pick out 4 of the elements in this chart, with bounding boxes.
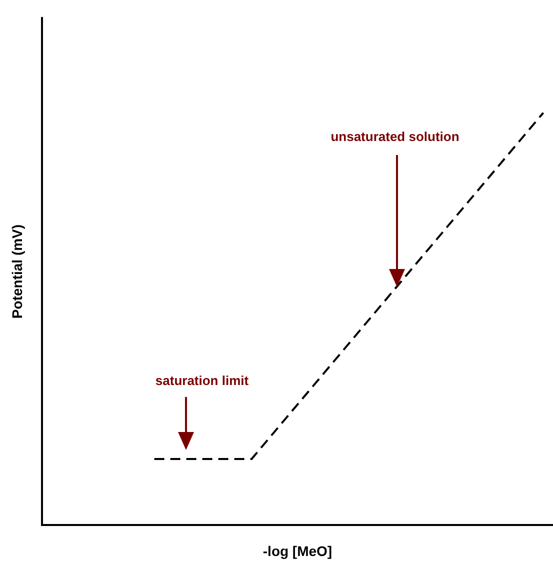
annotation: saturation limit [155,373,249,388]
x-axis-title: -log [MeO] [262,542,332,559]
annotation: unsaturated solution [330,129,460,144]
y-axis-title: Potential (mV) [8,224,25,319]
